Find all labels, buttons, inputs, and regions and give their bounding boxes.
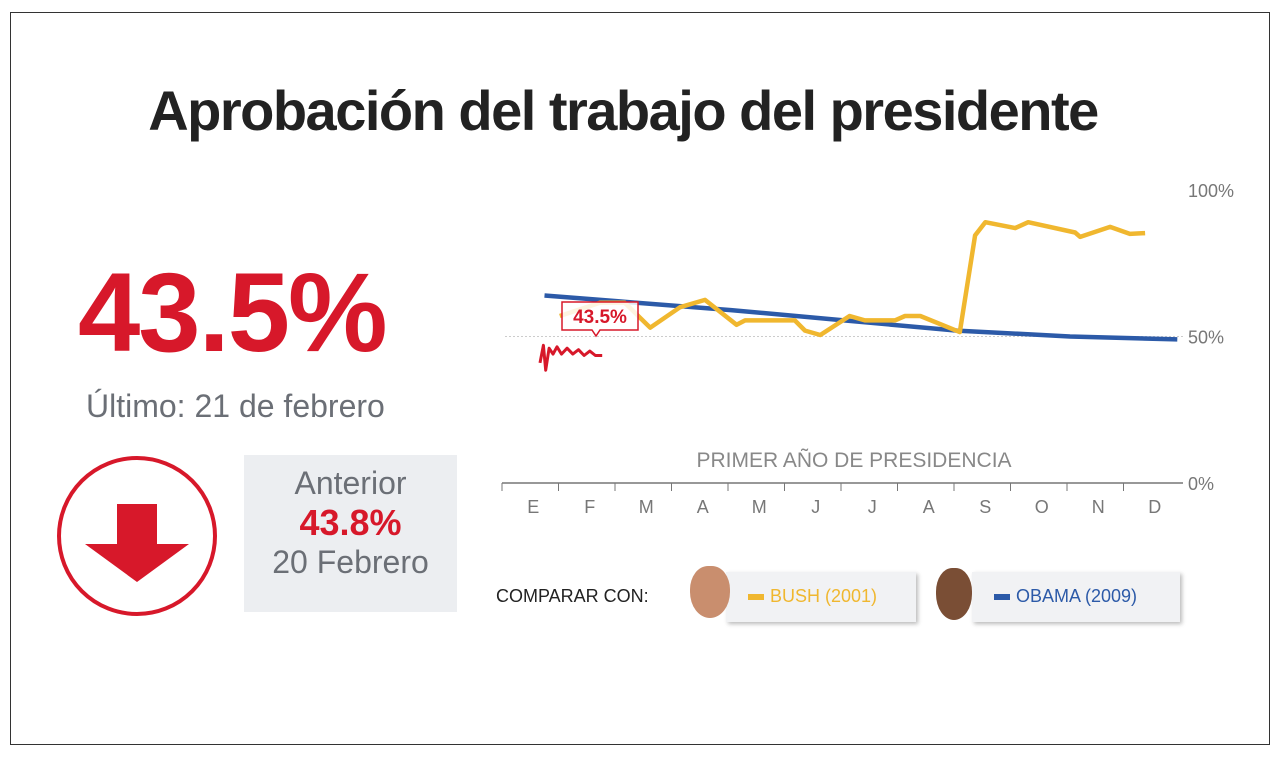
arrow-down-icon <box>85 504 189 582</box>
obama-portrait[interactable] <box>936 568 972 620</box>
infographic-frame <box>10 12 1270 745</box>
latest-date: Último: 21 de febrero <box>86 388 385 424</box>
x-axis-title: PRIMER AÑO DE PRESIDENCIA <box>696 448 1011 472</box>
y-tick-label: 50% <box>1188 328 1224 348</box>
legend-swatch-obama <box>994 594 1010 601</box>
previous-box: Anterior 43.8% 20 Febrero <box>244 455 457 612</box>
x-tick-label: S <box>979 497 991 517</box>
x-tick-label: E <box>527 497 539 517</box>
previous-value: 43.8% <box>299 502 402 543</box>
x-tick-label: A <box>923 497 935 517</box>
y-tick-label: 0% <box>1188 474 1214 494</box>
current-callout-label: 43.5% <box>573 307 627 328</box>
current-approval: 43.5% <box>78 250 388 375</box>
compare-bush-label: BUSH (2001) <box>770 586 878 606</box>
compare-bush-button[interactable]: BUSH (2001) <box>726 572 916 622</box>
y-tick-label: 100% <box>1188 181 1234 201</box>
x-tick-label: D <box>1148 497 1161 517</box>
compare-label: COMPARAR CON: <box>496 586 649 606</box>
x-tick-label: J <box>868 497 877 517</box>
series-line-2 <box>538 343 603 372</box>
x-tick-label: F <box>584 497 595 517</box>
x-tick-label: N <box>1092 497 1105 517</box>
current-callout <box>561 301 639 338</box>
x-tick-label: M <box>752 497 767 517</box>
series-line-1 <box>559 219 1146 338</box>
bush-portrait[interactable] <box>690 566 730 618</box>
compare-obama-button[interactable]: OBAMA (2009) <box>972 572 1180 622</box>
x-tick-label: A <box>697 497 709 517</box>
approval-chart: E F M A M J J A S O N D 0% 50% 100% PRIMER AÑO DE PRESI… <box>501 181 1234 517</box>
previous-label: Anterior <box>294 465 407 501</box>
page-title: Aprobación del trabajo del presidente <box>148 79 1099 142</box>
legend-swatch-bush <box>748 594 764 601</box>
x-tick-label: O <box>1035 497 1049 517</box>
previous-date: 20 Febrero <box>272 544 429 580</box>
trend-badge <box>57 456 217 616</box>
x-tick-label: M <box>639 497 654 517</box>
compare-obama-label: OBAMA (2009) <box>1016 586 1138 606</box>
x-tick-label: J <box>811 497 820 517</box>
